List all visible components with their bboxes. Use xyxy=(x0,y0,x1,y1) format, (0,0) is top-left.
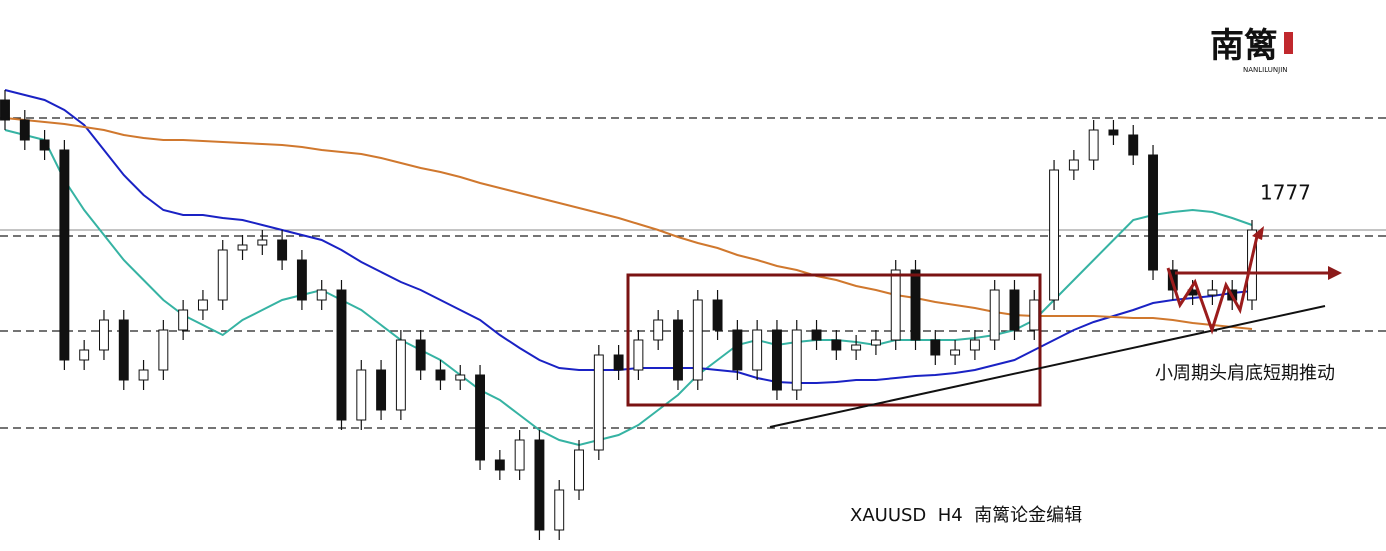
candle-body xyxy=(574,449,584,491)
candle-body xyxy=(1068,159,1079,171)
candle-body xyxy=(752,329,763,371)
candle-body xyxy=(1029,299,1040,331)
candle-body xyxy=(554,489,565,531)
candle-body xyxy=(59,149,70,361)
candle-body xyxy=(1009,289,1020,331)
candle-body xyxy=(851,344,862,351)
candle-body xyxy=(435,369,446,381)
candle-body xyxy=(633,339,644,371)
candle-body xyxy=(673,319,683,381)
candle-body xyxy=(1148,154,1158,271)
moving-average xyxy=(4,117,1253,330)
candle-body xyxy=(771,329,782,391)
candle-body xyxy=(534,439,545,531)
candle-body xyxy=(237,244,248,251)
candle-body xyxy=(336,289,347,421)
candle-body xyxy=(376,369,387,411)
candle-body xyxy=(475,374,486,461)
candle-body xyxy=(277,239,288,261)
candle-body xyxy=(950,349,961,356)
candle-body xyxy=(395,339,406,411)
candle-body xyxy=(732,329,743,371)
candle-body xyxy=(969,339,980,351)
candle-body xyxy=(197,299,208,311)
annotation: 小周期头肩底短期推动 xyxy=(1155,363,1335,384)
candle-body xyxy=(494,459,505,471)
logo-subtitle: NANLILUNJIN xyxy=(1243,66,1288,74)
moving-average xyxy=(4,129,1253,447)
candle-body xyxy=(138,369,149,381)
candle-body xyxy=(257,239,268,246)
candle-body xyxy=(1128,134,1139,156)
candle-body xyxy=(79,349,90,361)
annotation: 1777 xyxy=(1260,181,1311,205)
annotation: XAUUSD H4 南篱论金编辑 xyxy=(850,505,1082,526)
candle-body xyxy=(1108,129,1119,136)
candle-body xyxy=(415,339,426,371)
candle-body xyxy=(613,354,624,371)
candle-body xyxy=(118,319,129,381)
candle-body xyxy=(930,339,941,356)
candle-body xyxy=(19,119,30,141)
candle-body xyxy=(39,139,50,151)
candle-body xyxy=(514,439,525,471)
range-box xyxy=(626,273,1042,407)
candle-body xyxy=(989,289,1000,341)
candle-body xyxy=(831,339,842,351)
arrow-head xyxy=(1252,226,1264,240)
candle-body xyxy=(99,319,109,351)
trend-line xyxy=(769,305,1326,428)
logo-seal xyxy=(1284,32,1293,54)
candle-body xyxy=(455,374,466,381)
candle-body xyxy=(1207,289,1218,296)
candle-body xyxy=(593,354,604,451)
candle-body xyxy=(1049,169,1060,301)
candle-body xyxy=(692,299,703,381)
logo-title: 南篱 xyxy=(1210,26,1278,66)
candle-body xyxy=(0,99,10,121)
candle-body xyxy=(296,259,307,301)
candle-body xyxy=(653,319,664,341)
candle-body xyxy=(791,329,802,391)
candle-body xyxy=(890,269,901,341)
candle-body xyxy=(316,289,327,301)
candle-body xyxy=(811,329,822,341)
candle-body xyxy=(1088,129,1099,161)
pattern-arrow xyxy=(1166,231,1260,335)
candle-body xyxy=(870,339,881,346)
candle-body xyxy=(1247,229,1257,301)
candle-body xyxy=(910,269,921,341)
arrow-head xyxy=(1328,266,1342,280)
candle-body xyxy=(712,299,723,331)
candle-body xyxy=(158,329,169,371)
candle-body xyxy=(217,249,228,301)
candle-body xyxy=(178,309,189,331)
candle-body xyxy=(356,369,367,421)
